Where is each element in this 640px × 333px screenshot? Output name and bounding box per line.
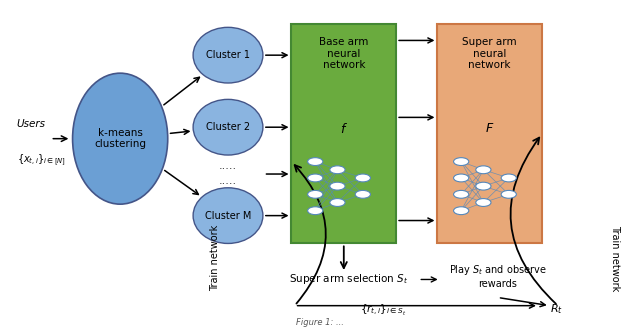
Circle shape [330,182,345,190]
Text: Base arm
neural
network: Base arm neural network [319,37,369,70]
FancyBboxPatch shape [437,24,542,243]
Circle shape [501,174,516,182]
Text: Train network: Train network [211,225,220,291]
Text: Super arm
neural
network: Super arm neural network [463,37,517,70]
Text: $\{x_{t,i}\}_{i\in[N]}$: $\{x_{t,i}\}_{i\in[N]}$ [17,152,66,167]
Circle shape [476,182,491,190]
Circle shape [308,158,323,166]
Ellipse shape [193,27,263,83]
Circle shape [308,207,323,215]
Text: Figure 1: ...: Figure 1: ... [296,318,344,327]
Text: $f$: $f$ [340,122,348,136]
Circle shape [308,190,323,198]
Text: Cluster M: Cluster M [205,210,251,221]
Circle shape [454,158,468,166]
Circle shape [330,166,345,174]
Circle shape [454,174,468,182]
Circle shape [501,190,516,198]
Circle shape [454,207,468,215]
FancyBboxPatch shape [291,24,396,243]
Text: Users: Users [17,119,45,129]
Circle shape [355,190,371,198]
Text: $F$: $F$ [485,122,494,135]
Circle shape [476,198,491,206]
Text: $\{r_{t,i}\}_{i\in S_t}$: $\{r_{t,i}\}_{i\in S_t}$ [360,303,406,318]
Ellipse shape [193,99,263,155]
Text: .....: ..... [219,176,237,186]
Circle shape [308,174,323,182]
Text: Train network: Train network [610,225,620,291]
Text: Cluster 2: Cluster 2 [206,122,250,132]
Circle shape [454,190,468,198]
Circle shape [355,174,371,182]
Ellipse shape [193,188,263,243]
Text: Super arm selection $S_t$: Super arm selection $S_t$ [289,272,408,286]
Circle shape [476,166,491,174]
Text: Cluster 1: Cluster 1 [206,50,250,60]
Text: Play $S_t$ and observe
rewards: Play $S_t$ and observe rewards [449,263,547,289]
Ellipse shape [72,73,168,204]
Text: .....: ..... [219,162,237,171]
Text: k-means
clustering: k-means clustering [94,128,146,150]
Text: $R_t$: $R_t$ [550,302,563,316]
Circle shape [330,198,345,206]
